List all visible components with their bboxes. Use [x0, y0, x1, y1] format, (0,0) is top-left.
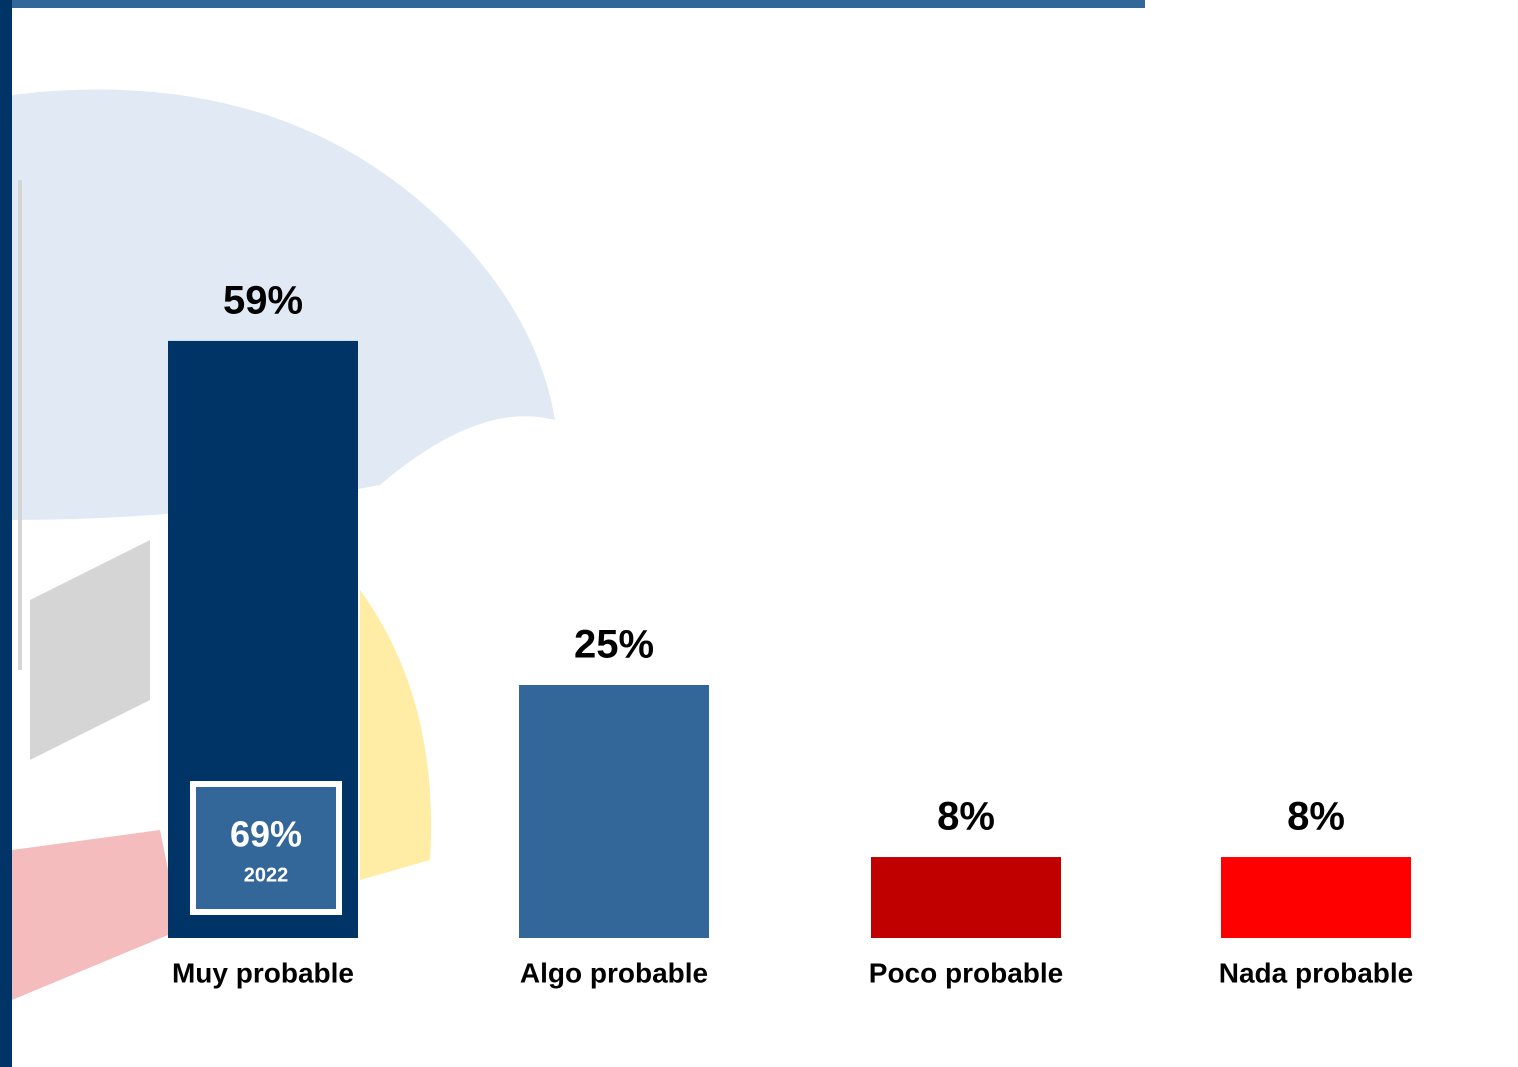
x-tick-label: Poco probable [869, 957, 1063, 988]
background-illustration [12, 89, 555, 1000]
annotation-text: 69% [230, 814, 302, 855]
value-label: 59% [223, 278, 303, 322]
bar [1221, 857, 1411, 938]
value-label: 8% [937, 795, 995, 839]
left-band [0, 0, 12, 1067]
annotation-year: 2022 [244, 864, 289, 886]
bar [519, 685, 709, 938]
value-label: 25% [574, 623, 654, 667]
annotation-box [190, 781, 342, 915]
value-label: 8% [1287, 795, 1345, 839]
x-tick-label: Muy probable [172, 957, 354, 988]
x-tick-label: Nada probable [1219, 957, 1413, 988]
bar [871, 857, 1061, 938]
top-band [0, 0, 1145, 8]
x-tick-label: Algo probable [520, 957, 708, 988]
